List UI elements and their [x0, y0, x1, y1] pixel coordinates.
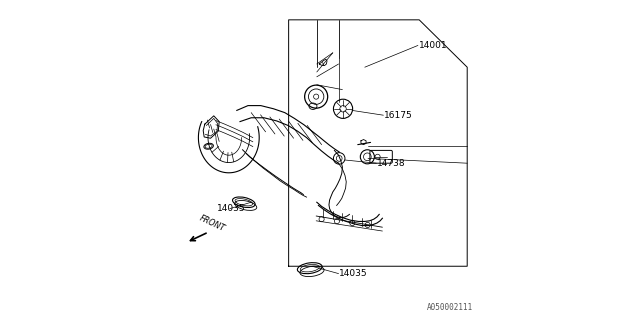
Text: 14035: 14035	[339, 269, 368, 278]
Text: 14738: 14738	[377, 159, 406, 168]
Text: 16175: 16175	[384, 111, 413, 120]
Text: A050002111: A050002111	[428, 303, 474, 312]
Text: FRONT: FRONT	[198, 214, 227, 233]
Text: 14001: 14001	[419, 41, 447, 50]
Text: 14035: 14035	[217, 204, 246, 213]
